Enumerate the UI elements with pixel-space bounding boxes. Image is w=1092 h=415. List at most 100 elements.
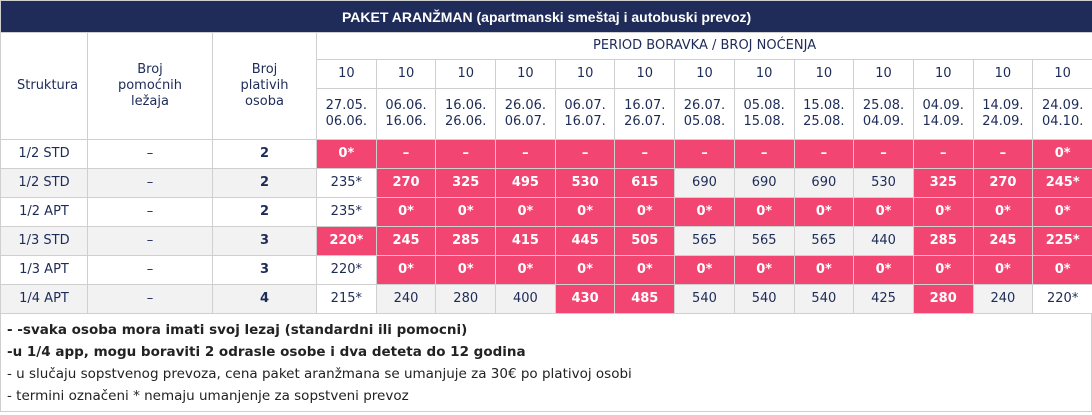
price-row: 1/3 STD –3 220* 245 285 415 445 505 565 565 565 440… <box>0 226 1092 256</box>
period-to: 04.09. <box>862 114 905 129</box>
nights-cell: 10 <box>793 59 855 89</box>
price-cell: 0* <box>435 255 497 285</box>
price-cell: 565 <box>674 226 735 256</box>
price-cell: 565 <box>733 226 795 256</box>
row-paying-persons: 2 <box>212 139 317 169</box>
price-cell: 445 <box>554 226 616 256</box>
price-cell: 690 <box>674 168 735 198</box>
period-to: 16.07. <box>564 114 606 129</box>
price-cell: 495 <box>495 168 556 198</box>
price-cell: 0* <box>674 197 735 227</box>
nights-cell: 10 <box>375 59 437 89</box>
price-cell: 235* <box>316 197 377 227</box>
price-cell: 0* <box>912 255 974 285</box>
price-cell: 0* <box>912 197 974 227</box>
nights-cell: 10 <box>674 59 735 89</box>
period-to: 26.07. <box>624 114 666 129</box>
period-from: 26.07. <box>683 98 726 113</box>
price-cell: 245 <box>375 226 437 256</box>
price-cell: 285 <box>435 226 497 256</box>
price-row: 1/3 APT –3 220* 0* 0* 0* 0* 0* 0* 0* 0* 0* 0* 0* 0* <box>0 255 1092 285</box>
price-row: 1/2 STD –2 0* – – – – – – – – – – –0* <box>0 139 1092 169</box>
row-extra-beds: – <box>87 226 213 256</box>
period-from: 25.08. <box>862 98 905 113</box>
price-cell: 325 <box>435 168 497 198</box>
price-cell: 225* <box>1032 226 1092 256</box>
row-extra-beds: – <box>87 197 213 227</box>
period-cell: 05.08. 15.08. <box>733 88 795 140</box>
price-cell: 0* <box>733 255 795 285</box>
period-to: 26.06. <box>445 114 487 129</box>
nights-cell: 10 <box>733 59 795 89</box>
price-cell: 0* <box>1032 139 1092 169</box>
price-cell: 0* <box>972 255 1034 285</box>
period-cell: 27.05. 06.06. <box>316 88 377 140</box>
price-cell: 270 <box>375 168 437 198</box>
note: -u 1/4 app, mogu boraviti 2 odrasle osob… <box>7 344 526 360</box>
table-body: PAKET ARANŽMAN (apartmanski smeštaj i au… <box>0 0 1092 314</box>
period-cell: 16.07. 26.07. <box>614 88 676 140</box>
price-cell: 0* <box>554 255 616 285</box>
note: - u slučaju sopstvenog prevoza, cena pak… <box>7 366 632 382</box>
period-cell: 26.07. 05.08. <box>674 88 735 140</box>
dates-row: 27.05. 06.06. 06.06. 16.06. 16.06. 26.06. 26.0… <box>1 88 1092 140</box>
price-cell: 325 <box>912 168 974 198</box>
nights-cell: 10 <box>912 59 974 89</box>
price-cell: 0* <box>853 197 914 227</box>
period-from: 16.06. <box>445 98 487 113</box>
period-cell: 25.08. 04.09. <box>853 88 914 140</box>
period-cell: 04.09. 14.09. <box>912 88 974 140</box>
period-to: 06.06. <box>325 114 368 129</box>
period-from: 15.08. <box>803 98 845 113</box>
price-cell: – <box>853 139 914 169</box>
nights-cell: 10 <box>972 59 1034 89</box>
row-structure: 1/4 APT <box>0 284 88 314</box>
period-from: 24.09. <box>1042 98 1084 113</box>
price-cell: 615 <box>614 168 676 198</box>
row-paying-persons: 4 <box>212 284 317 314</box>
row-paying-persons: 2 <box>212 168 317 198</box>
table-title: PAKET ARANŽMAN (apartmanski smeštaj i au… <box>0 0 1092 33</box>
period-to: 14.09. <box>922 114 964 129</box>
nights-cell: 10 <box>853 59 914 89</box>
price-cell: 530 <box>853 168 914 198</box>
price-cell: 280 <box>435 284 497 314</box>
price-cell: 240 <box>375 284 437 314</box>
price-cell: – <box>554 139 616 169</box>
period-to: 05.08. <box>683 114 726 129</box>
nights-cell: 10 <box>554 59 616 89</box>
period-to: 06.07. <box>504 114 547 129</box>
price-row: 1/4 APT –4 215* 240 280 400 430 485 540 540 540 425… <box>0 284 1092 314</box>
period-to: 16.06. <box>385 114 427 129</box>
price-cell: – <box>435 139 497 169</box>
nights-cell: 10 <box>1032 59 1092 89</box>
price-table: PAKET ARANŽMAN (apartmanski smeštaj i au… <box>0 0 1092 314</box>
price-cell: 0* <box>614 197 676 227</box>
note: - -svaka osoba mora imati svoj lezaj (st… <box>7 322 468 338</box>
period-from: 06.06. <box>385 98 427 113</box>
nights-cell: 10 <box>435 59 497 89</box>
price-cell: 690 <box>793 168 855 198</box>
row-paying-persons: 2 <box>212 197 317 227</box>
price-cell: – <box>972 139 1034 169</box>
price-cell: 540 <box>793 284 855 314</box>
note: - termini označeni * nemaju umanjenje za… <box>7 388 409 404</box>
notes: - -svaka osoba mora imati svoj lezaj (st… <box>0 314 1092 412</box>
period-from: 05.08. <box>743 98 785 113</box>
price-cell: 0* <box>375 197 437 227</box>
price-cell: 0* <box>1032 197 1092 227</box>
price-cell: – <box>912 139 974 169</box>
row-structure: 1/2 STD <box>0 168 88 198</box>
row-paying-persons: 3 <box>212 226 317 256</box>
row-structure: 1/3 APT <box>0 255 88 285</box>
period-cell: 16.06. 26.06. <box>435 88 497 140</box>
price-cell: 235* <box>316 168 377 198</box>
price-cell: 0* <box>495 197 556 227</box>
price-cell: 0* <box>316 139 377 169</box>
price-cell: 245* <box>1032 168 1092 198</box>
column-header: Broj pomoćnih ležaja <box>87 32 213 140</box>
price-cell: – <box>674 139 735 169</box>
price-cell: 0* <box>733 197 795 227</box>
period-from: 26.06. <box>504 98 547 113</box>
period-from: 27.05. <box>325 98 368 113</box>
